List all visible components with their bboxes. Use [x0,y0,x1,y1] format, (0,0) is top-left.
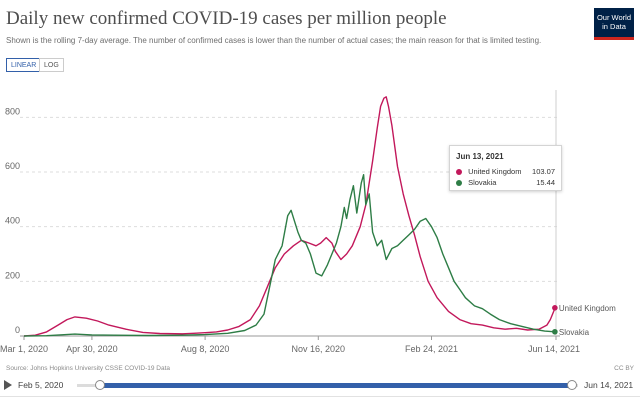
y-tick-label-800: 800 [5,106,20,116]
chart-title: Daily new confirmed COVID-19 cases per m… [6,8,447,29]
play-icon[interactable] [4,380,12,390]
tooltip-slovakia-name: Slovakia [468,178,497,187]
chart-subtitle: Shown is the rolling 7-day average. The … [6,36,542,45]
logo-line-2: in Data [602,22,626,31]
x-tick-label: Mar 1, 2020 [0,344,48,354]
series-end-label-united-kingdom: United Kingdom [559,304,616,313]
tooltip-uk-name: United Kingdom [468,167,522,176]
tab-bar-divider [0,396,640,397]
timeline-slider[interactable]: Feb 5, 2020 Jun 14, 2021 [0,376,640,394]
tooltip-date: Jun 13, 2021 [456,152,504,161]
y-tick-label-0: 0 [15,325,20,335]
linear-scale-button[interactable]: LINEAR [6,58,42,72]
tooltip-row-uk: United Kingdom 103.07 [456,167,555,177]
series-end-marker-united-kingdom [552,305,558,311]
tooltip-slovakia-value: 15.44 [536,178,555,187]
tooltip-uk-value: 103.07 [532,167,555,176]
series-end-marker-slovakia [552,328,558,335]
timeline-end-label: Jun 14, 2021 [584,380,634,390]
x-tick-label: Aug 8, 2020 [181,344,230,354]
x-tick-label: Jun 14, 2021 [528,344,580,354]
y-tick-label-600: 600 [5,161,20,171]
logo-line-1: Our World [596,13,632,22]
x-tick-label: Nov 16, 2020 [292,344,346,354]
y-tick-label-200: 200 [5,270,20,280]
x-tick-label: Feb 24, 2021 [405,344,458,354]
x-tick-label: Apr 30, 2020 [66,344,118,354]
series-line-slovakia [23,173,555,337]
log-scale-button[interactable]: LOG [39,58,64,72]
tooltip-row-slovakia: Slovakia 15.44 [456,178,555,188]
timeline-range-fill[interactable] [100,383,572,388]
timeline-start-handle[interactable] [95,380,105,390]
source-note[interactable]: Source: Johns Hopkins University CSSE CO… [6,365,171,372]
series-line-united-kingdom [23,96,556,337]
series-end-label-slovakia: Slovakia [559,328,590,337]
chart-tooltip: Jun 13, 2021 United Kingdom 103.07 Slova… [449,145,562,191]
license-link[interactable]: CC BY [614,365,634,372]
timeline-end-handle[interactable] [567,380,577,390]
owid-logo[interactable]: Our World in Data [594,8,634,40]
y-tick-label-400: 400 [5,216,20,226]
slovakia-legend-dot [456,179,462,186]
line-chart: 0 200 400 600 800 Mar 1, 2020 Apr 30, 2020 Aug … [0,90,616,354]
uk-legend-dot [456,168,462,175]
timeline-start-label: Feb 5, 2020 [18,380,64,390]
